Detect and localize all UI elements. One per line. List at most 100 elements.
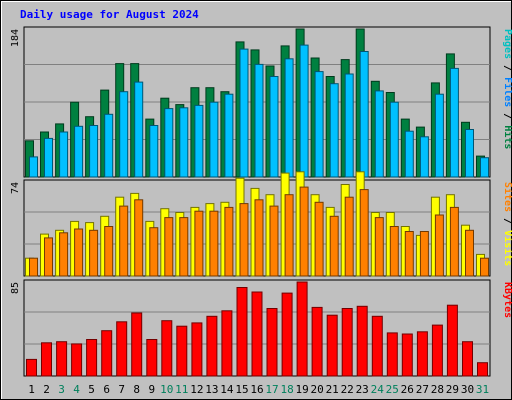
- bar-kbytes-day-30: [462, 341, 473, 377]
- bar-files-day-13: [209, 101, 219, 178]
- panel-3-legend: KBytes: [502, 282, 512, 318]
- bar-kbytes-day-1: [26, 358, 37, 377]
- bar-files-day-22: [344, 73, 354, 178]
- legend-text: Files: [502, 77, 512, 107]
- bar-files-day-2: [44, 137, 53, 178]
- bar-files-day-17: [269, 76, 279, 178]
- bar-files-day-12: [194, 104, 204, 178]
- day-label: 31: [476, 383, 489, 396]
- legend-text: KBytes: [502, 282, 512, 318]
- day-label: 10: [160, 383, 173, 396]
- day-label: 26: [401, 383, 414, 396]
- bar-sites-day-22: [344, 196, 354, 277]
- bar-files-day-19: [299, 44, 309, 178]
- bar-files-day-24: [374, 90, 384, 178]
- bar-files-day-29: [449, 67, 459, 178]
- bar-sites-day-24: [374, 217, 384, 277]
- bar-sites-day-16: [254, 199, 264, 277]
- bar-sites-day-8: [134, 199, 144, 277]
- bar-kbytes-day-8: [131, 312, 143, 377]
- day-label: 17: [265, 383, 278, 396]
- bar-kbytes-day-21: [326, 314, 338, 377]
- legend-text: Visits: [502, 230, 512, 266]
- bar-kbytes-day-12: [191, 322, 203, 377]
- bar-kbytes-day-27: [416, 331, 428, 377]
- bar-sites-day-29: [449, 206, 459, 277]
- day-label: 28: [431, 383, 444, 396]
- bar-files-day-30: [465, 129, 474, 178]
- day-label: 9: [148, 383, 155, 396]
- bar-files-day-10: [164, 108, 174, 178]
- frame-highlight-top: [1, 1, 511, 2]
- legend-text: /: [502, 59, 512, 77]
- day-label: 12: [190, 383, 203, 396]
- bar-files-day-5: [89, 125, 99, 178]
- day-label: 30: [461, 383, 474, 396]
- panel-3-max-label: 85: [10, 282, 21, 294]
- day-label: 29: [446, 383, 459, 396]
- bar-kbytes-day-16: [251, 291, 263, 377]
- bar-kbytes-day-11: [176, 325, 188, 377]
- legend-text: Sites: [502, 182, 512, 212]
- legend-text: /: [502, 212, 512, 230]
- bar-kbytes-day-4: [71, 343, 83, 377]
- bar-sites-day-4: [74, 228, 84, 277]
- bar-sites-day-1: [29, 257, 38, 277]
- day-label: 3: [58, 383, 65, 396]
- bar-kbytes-day-31: [477, 362, 488, 377]
- day-label: 21: [326, 383, 339, 396]
- bar-sites-day-10: [164, 217, 174, 277]
- bar-kbytes-day-20: [311, 306, 323, 377]
- bar-sites-day-28: [434, 214, 444, 277]
- day-label: 22: [341, 383, 354, 396]
- bar-files-day-7: [119, 91, 129, 178]
- day-label: 4: [73, 383, 80, 396]
- bar-sites-day-7: [119, 205, 129, 277]
- bar-sites-day-13: [209, 210, 219, 277]
- bar-kbytes-day-29: [446, 304, 458, 377]
- bar-files-day-18: [284, 58, 294, 178]
- bar-sites-day-20: [314, 201, 324, 277]
- panel-2-max-label: 74: [10, 182, 21, 194]
- day-label: 23: [356, 383, 369, 396]
- bar-kbytes-day-22: [341, 308, 353, 377]
- day-label: 14: [220, 383, 234, 396]
- bar-kbytes-day-26: [401, 333, 413, 377]
- bar-sites-day-11: [179, 217, 189, 277]
- bar-files-day-14: [224, 93, 234, 178]
- bar-files-day-4: [74, 125, 84, 178]
- bar-sites-day-17: [269, 205, 279, 277]
- day-label: 19: [295, 383, 308, 396]
- bar-kbytes-day-28: [431, 324, 443, 377]
- day-label: 2: [43, 383, 50, 396]
- bar-sites-day-25: [389, 226, 399, 277]
- day-label: 16: [250, 383, 263, 396]
- bar-kbytes-day-24: [371, 315, 383, 377]
- legend-text: Pages: [502, 29, 512, 59]
- bar-files-day-28: [434, 93, 444, 178]
- frame-highlight-left: [1, 1, 2, 399]
- bar-files-day-21: [329, 83, 339, 178]
- day-label: 1: [28, 383, 35, 396]
- day-label: 13: [205, 383, 218, 396]
- day-label: 18: [280, 383, 293, 396]
- bar-files-day-31: [480, 157, 489, 178]
- day-label: 24: [371, 383, 385, 396]
- bar-sites-day-6: [104, 226, 114, 277]
- bar-kbytes-day-10: [161, 320, 173, 377]
- bar-files-day-20: [314, 71, 324, 178]
- bar-sites-day-21: [329, 215, 339, 277]
- bar-sites-day-31: [480, 257, 489, 277]
- bar-kbytes-day-2: [41, 342, 52, 377]
- bar-sites-day-12: [194, 210, 204, 277]
- panel-1-max-label: 184: [10, 29, 21, 47]
- bar-kbytes-day-7: [116, 321, 128, 377]
- bar-files-day-8: [134, 81, 144, 178]
- bar-files-day-16: [254, 63, 264, 178]
- bar-kbytes-day-14: [221, 310, 233, 377]
- day-label: 8: [133, 383, 140, 396]
- bar-files-day-1: [29, 156, 38, 178]
- day-label: 15: [235, 383, 248, 396]
